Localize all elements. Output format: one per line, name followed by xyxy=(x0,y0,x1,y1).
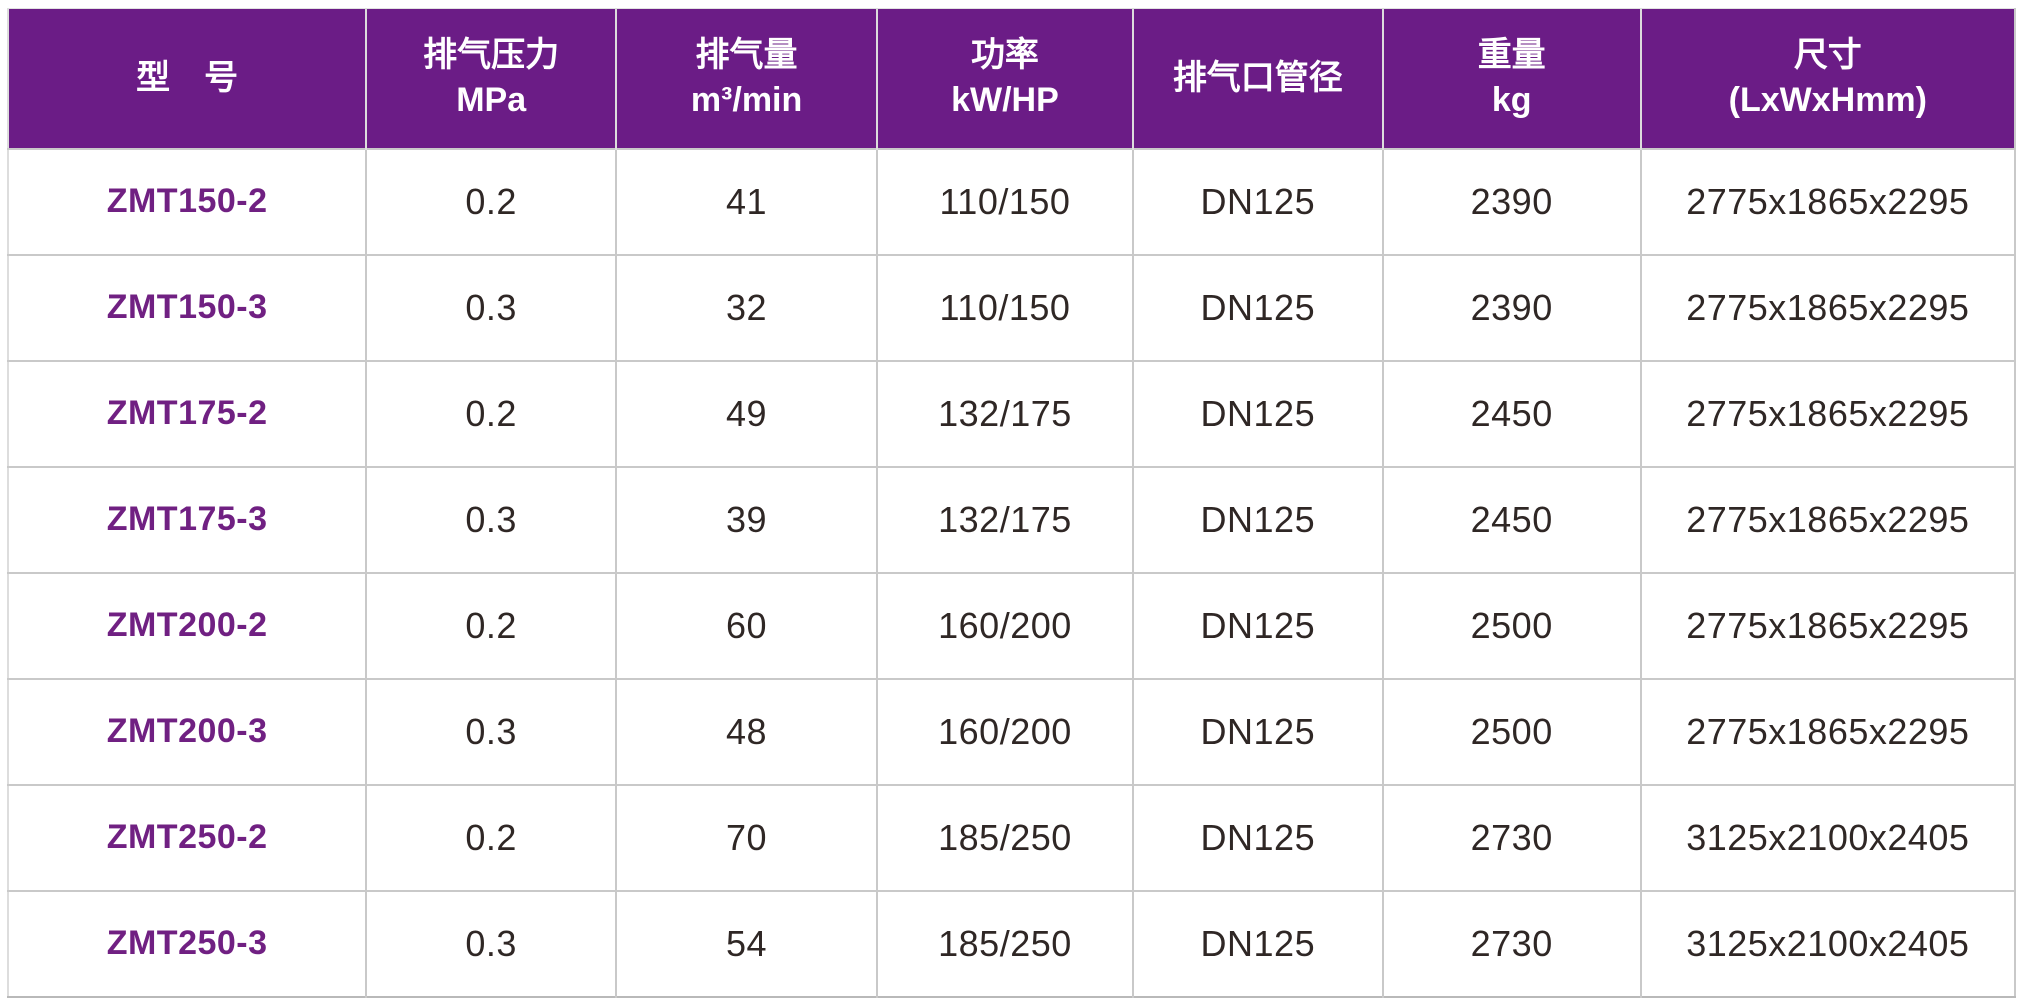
header-row: 型 号 排气压力 MPa 排气量 m³/min 功率 kW/HP 排气口管径 xyxy=(8,8,2015,149)
value-cell: DN125 xyxy=(1131,359,1383,467)
model-cell: ZMT200-3 xyxy=(8,677,367,785)
value-cell: 0.2 xyxy=(365,147,617,255)
value-cell: 70 xyxy=(615,783,877,891)
header-label: 重量 xyxy=(1477,36,1546,75)
table-row: ZMT250-2 0.2 70 185/250 DN125 2730 3125x2100x2… xyxy=(8,783,2015,891)
table-row: ZMT175-3 0.3 39 132/175 DN125 2450 2775x1865x2… xyxy=(8,465,2015,573)
value-cell: 185/250 xyxy=(876,783,1133,891)
value-cell: 48 xyxy=(615,677,877,785)
value-cell: 0.2 xyxy=(365,783,617,891)
value-cell: 2730 xyxy=(1381,889,1641,997)
value-cell: 110/150 xyxy=(876,147,1133,255)
value-cell: 41 xyxy=(615,147,877,255)
model-cell: ZMT250-3 xyxy=(8,889,367,997)
col-header-air-delivery: 排气量 m³/min xyxy=(615,8,877,149)
header-label: 排气量 xyxy=(695,36,798,75)
table-body: ZMT150-2 0.2 41 110/150 DN125 2390 2775x1865x2… xyxy=(8,147,2015,997)
value-cell: 0.3 xyxy=(365,889,617,997)
model-cell: ZMT175-3 xyxy=(8,465,367,573)
value-cell: 2500 xyxy=(1381,571,1641,679)
col-header-discharge-pressure: 排气压力 MPa xyxy=(365,8,617,149)
value-cell: 2775x1865x2295 xyxy=(1639,359,2015,467)
value-cell: 2450 xyxy=(1381,465,1641,573)
header-label: 排气压力 xyxy=(423,36,560,75)
model-cell: ZMT200-2 xyxy=(8,571,367,679)
value-cell: DN125 xyxy=(1131,465,1383,573)
value-cell: 132/175 xyxy=(876,465,1133,573)
col-header-weight: 重量 kg xyxy=(1381,8,1641,149)
value-cell: DN125 xyxy=(1131,783,1383,891)
col-header-outlet-pipe-diameter: 排气口管径 xyxy=(1131,8,1383,149)
value-cell: 3125x2100x2405 xyxy=(1639,889,2015,997)
table-row: ZMT250-3 0.3 54 185/250 DN125 2730 3125x2100x2… xyxy=(8,889,2015,997)
table-row: ZMT150-2 0.2 41 110/150 DN125 2390 2775x1865x2… xyxy=(8,147,2015,255)
header-label: 排气口管径 xyxy=(1172,58,1343,97)
value-cell: 54 xyxy=(615,889,877,997)
header-unit: m³/min xyxy=(690,81,803,120)
table-row: ZMT200-2 0.2 60 160/200 DN125 2500 2775x1865x2… xyxy=(8,571,2015,679)
value-cell: 49 xyxy=(615,359,877,467)
value-cell: 160/200 xyxy=(876,571,1133,679)
value-cell: 0.3 xyxy=(365,253,617,361)
header-label: 功率 xyxy=(970,36,1039,75)
value-cell: 3125x2100x2405 xyxy=(1639,783,2015,891)
value-cell: 2775x1865x2295 xyxy=(1639,465,2015,573)
value-cell: 0.3 xyxy=(365,465,617,573)
header-label: 尺寸 xyxy=(1793,36,1862,75)
header-unit: MPa xyxy=(456,81,527,120)
value-cell: 2390 xyxy=(1381,147,1641,255)
col-header-power: 功率 kW/HP xyxy=(876,8,1133,149)
model-cell: ZMT150-3 xyxy=(8,253,367,361)
value-cell: 0.3 xyxy=(365,677,617,785)
value-cell: 0.2 xyxy=(365,571,617,679)
value-cell: 185/250 xyxy=(876,889,1133,997)
header-unit: kg xyxy=(1491,81,1532,120)
value-cell: 2390 xyxy=(1381,253,1641,361)
value-cell: DN125 xyxy=(1131,889,1383,997)
value-cell: 110/150 xyxy=(876,253,1133,361)
value-cell: 2775x1865x2295 xyxy=(1639,677,2015,785)
header-unit: (LxWxHmm) xyxy=(1728,81,1927,120)
value-cell: 0.2 xyxy=(365,359,617,467)
value-cell: DN125 xyxy=(1131,571,1383,679)
col-header-dimensions: 尺寸 (LxWxHmm) xyxy=(1639,8,2015,149)
value-cell: 160/200 xyxy=(876,677,1133,785)
value-cell: 2775x1865x2295 xyxy=(1639,253,2015,361)
col-header-model: 型 号 xyxy=(8,8,367,149)
model-cell: ZMT250-2 xyxy=(8,783,367,891)
value-cell: DN125 xyxy=(1131,677,1383,785)
value-cell: 2730 xyxy=(1381,783,1641,891)
header-unit: kW/HP xyxy=(951,81,1059,120)
spec-table: 型 号 排气压力 MPa 排气量 m³/min 功率 kW/HP 排气口管径 xyxy=(7,8,2016,998)
value-cell: 2500 xyxy=(1381,677,1641,785)
table-row: ZMT175-2 0.2 49 132/175 DN125 2450 2775x1865x2… xyxy=(8,359,2015,467)
value-cell: 32 xyxy=(615,253,877,361)
model-cell: ZMT175-2 xyxy=(8,359,367,467)
value-cell: 132/175 xyxy=(876,359,1133,467)
value-cell: 2775x1865x2295 xyxy=(1639,571,2015,679)
model-cell: ZMT150-2 xyxy=(8,147,367,255)
value-cell: 60 xyxy=(615,571,877,679)
value-cell: DN125 xyxy=(1131,147,1383,255)
value-cell: 39 xyxy=(615,465,877,573)
value-cell: 2450 xyxy=(1381,359,1641,467)
table-header: 型 号 排气压力 MPa 排气量 m³/min 功率 kW/HP 排气口管径 xyxy=(8,8,2015,149)
value-cell: 2775x1865x2295 xyxy=(1639,147,2015,255)
value-cell: DN125 xyxy=(1131,253,1383,361)
header-label: 型 号 xyxy=(136,58,239,97)
table-row: ZMT150-3 0.3 32 110/150 DN125 2390 2775x1865x2… xyxy=(8,253,2015,361)
table-row: ZMT200-3 0.3 48 160/200 DN125 2500 2775x1865x2… xyxy=(8,677,2015,785)
